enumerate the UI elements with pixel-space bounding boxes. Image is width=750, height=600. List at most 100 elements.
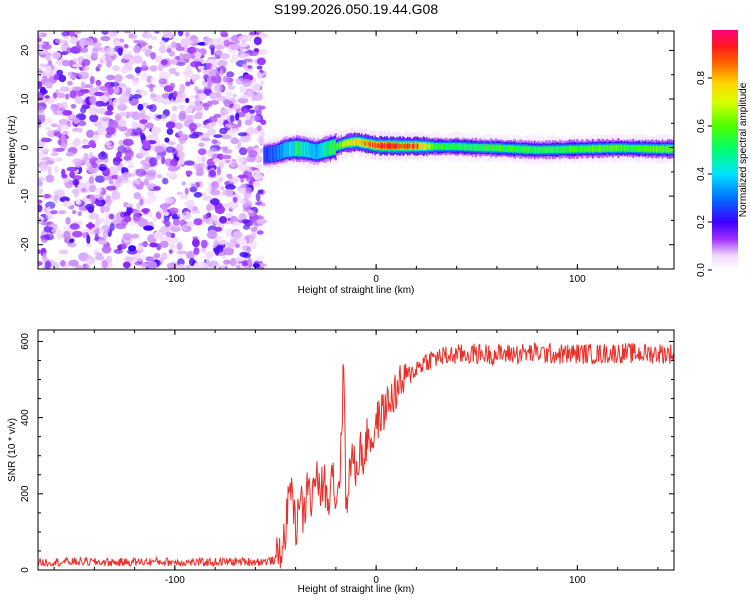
noise-speckle [111,191,121,200]
noise-speckle [98,239,108,245]
ridge-cell [519,146,522,152]
noise-speckle [38,151,46,160]
noise-speckle [210,74,222,84]
ridge-cell [480,145,483,150]
ridge-cell [543,147,546,153]
noise-speckle [189,95,197,100]
ridge-cell [560,147,563,152]
ridge-cell [622,145,625,151]
ridge-cell [397,143,400,149]
noise-speckle [69,223,80,230]
noise-speckle [179,194,189,200]
ridge-cell [488,145,491,151]
noise-speckle [225,159,231,164]
ridge-cell [384,143,387,149]
ridge-cell [268,146,271,162]
spectrogram-y-label: Frequency (Hz) [7,116,18,185]
ridge-cell [380,143,383,149]
noise-speckle [156,174,162,179]
noise-speckle [205,251,215,258]
noise-speckle [128,34,136,39]
noise-speckle [72,175,83,181]
ridge-cell [471,145,474,150]
ridge-cell [332,141,335,154]
ridge-cell [277,145,281,160]
noise-speckle [238,213,247,221]
ridge-cell [602,146,605,151]
noise-speckle [217,59,228,67]
noise-speckle [131,121,139,130]
ridge-cell [363,141,366,146]
noise-speckle [145,32,151,40]
ridge-cell [573,146,576,152]
ridge-cell [351,140,354,145]
noise-speckle [175,90,183,100]
noise-speckle [109,166,119,175]
ridge-cell [444,144,447,149]
ridge-cell [494,145,497,151]
noise-speckle [242,209,253,213]
noise-speckle [206,203,212,212]
ridge-cell [347,140,351,146]
ridge-cell [331,141,334,154]
noise-speckle [143,225,154,231]
noise-speckle [118,112,129,117]
noise-speckle [220,186,225,191]
noise-speckle [89,75,95,85]
noise-speckle [89,95,96,104]
noise-speckle [147,191,156,195]
noise-speckle [247,257,252,266]
noise-speckle [202,195,213,201]
colorbar-tick-label: 0.4 [696,167,707,181]
noise-speckle [113,217,122,223]
noise-speckle [254,173,263,179]
noise-speckle [155,145,165,153]
noise-speckle [133,45,141,54]
noise-speckle [69,90,77,99]
noise-speckle [140,109,146,119]
noise-speckle [212,244,217,248]
ridge-cell [537,147,540,153]
ridge-cell [541,147,544,153]
noise-speckle [179,106,185,111]
ridge-cell [302,141,305,157]
noise-speckle [94,233,99,241]
ridge-cell [387,143,390,149]
ridge-cell [414,143,417,149]
ridge-cell [436,144,439,149]
noise-speckle [227,81,233,86]
noise-speckle [239,264,250,269]
ridge-cell [288,141,291,157]
noise-speckle [132,78,140,86]
snr-x-ticks: -100 0 100 [53,330,659,586]
noise-speckle [246,246,252,254]
ridge-cell [285,142,288,158]
noise-speckle [102,230,109,239]
noise-speckle [95,160,102,165]
noise-speckle [126,203,134,208]
noise-speckle [195,93,200,103]
noise-speckle [87,205,95,214]
ridge-cell [521,147,524,152]
ridge-cell [507,146,510,151]
noise-speckle [182,224,189,231]
ridge-cell [535,147,538,153]
spectrogram-x-label: Height of straight line (km) [298,285,415,296]
noise-speckle [174,122,184,130]
ridge-cell [651,146,654,152]
noise-speckle [123,44,129,49]
ridge-cell [553,147,556,152]
x-tick-label: 0 [373,274,379,285]
noise-speckle [175,143,184,152]
noise-speckle [121,218,129,226]
noise-speckle [226,71,235,78]
noise-speckle [217,117,224,127]
noise-speckle [38,249,41,255]
ridge-cell [613,145,616,151]
noise-speckle [88,213,100,220]
ridge-cell [309,143,312,158]
noise-speckle [210,189,221,196]
noise-speckle [193,191,203,198]
noise-speckle [220,31,228,36]
ridge-cell [612,145,615,151]
